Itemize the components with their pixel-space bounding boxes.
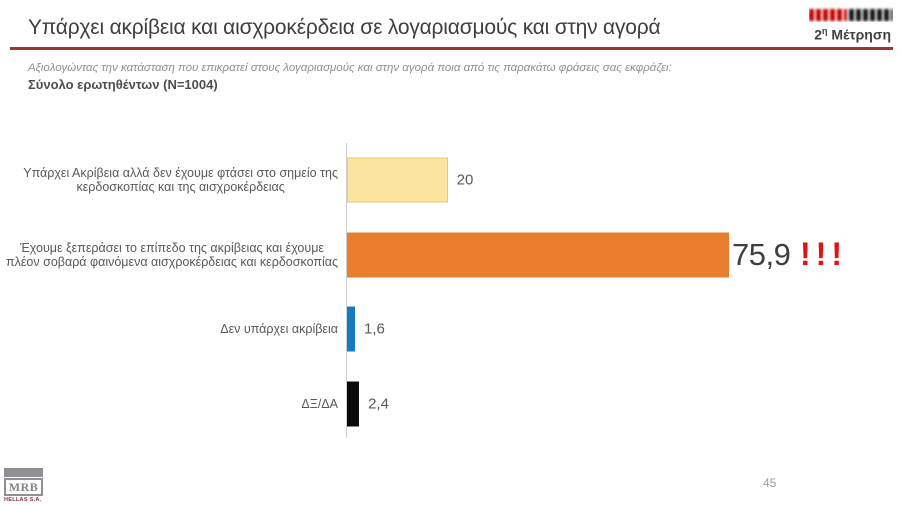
- category-label: Υπάρχει Ακρίβεια αλλά δεν έχουμε φτάσει …: [23, 166, 338, 195]
- bar-row: Δεν υπάρχει ακρίβεια 1,6: [0, 292, 900, 367]
- bar-row: Έχουμε ξεπεράσει το επίπεδο της ακρίβεια…: [0, 218, 900, 293]
- value-label: 20: [456, 171, 474, 189]
- measurement-sup: η: [822, 26, 828, 36]
- measurement-number: 2: [814, 26, 823, 43]
- category-label: Δεν υπάρχει ακρίβεια: [220, 322, 338, 337]
- mrb-logo-text: MRB: [4, 478, 43, 496]
- question-prompt: Αξιολογώντας την κατάσταση που επικρατεί…: [28, 62, 672, 74]
- bar: [347, 306, 356, 352]
- logo-dark-segment: [848, 9, 893, 21]
- value-label: 2,4: [368, 395, 389, 413]
- bar-row: Υπάρχει Ακρίβεια αλλά δεν έχουμε φτάσει …: [0, 143, 900, 218]
- category-axis-line: [346, 143, 347, 438]
- category-label: Έχουμε ξεπεράσει το επίπεδο της ακρίβεια…: [5, 240, 338, 269]
- mrb-logo-subtext: HELLAS S.A.: [4, 497, 42, 503]
- measurement-text: Μέτρηση: [827, 26, 891, 43]
- category-label: ΔΞ/ΔΑ: [301, 396, 338, 411]
- value-label: 75,9: [732, 236, 791, 272]
- title-divider: [10, 47, 893, 50]
- bar: [347, 232, 729, 278]
- logo-red-segment: [809, 9, 847, 21]
- emphasis-annotation: !!!: [800, 235, 847, 272]
- bar-row: ΔΞ/ΔΑ 2,4: [0, 367, 900, 442]
- measurement-label: 2η Μέτρηση: [814, 26, 891, 43]
- bar-chart-plot: Υπάρχει Ακρίβεια αλλά δεν έχουμε φτάσει …: [0, 143, 900, 441]
- bar: [347, 157, 448, 203]
- bar: [347, 381, 360, 427]
- page-title: Υπάρχει ακρίβεια και αισχροκέρδεια σε λο…: [28, 16, 661, 39]
- sample-base: Σύνολο ερωτηθέντων (N=1004): [28, 77, 218, 92]
- value-label: 1,6: [364, 320, 385, 338]
- mrb-logo: MRB HELLAS S.A.: [4, 468, 43, 503]
- mrb-logo-bar: [4, 468, 43, 477]
- page-number: 45: [763, 476, 777, 490]
- blurred-brand-logo: [809, 4, 893, 22]
